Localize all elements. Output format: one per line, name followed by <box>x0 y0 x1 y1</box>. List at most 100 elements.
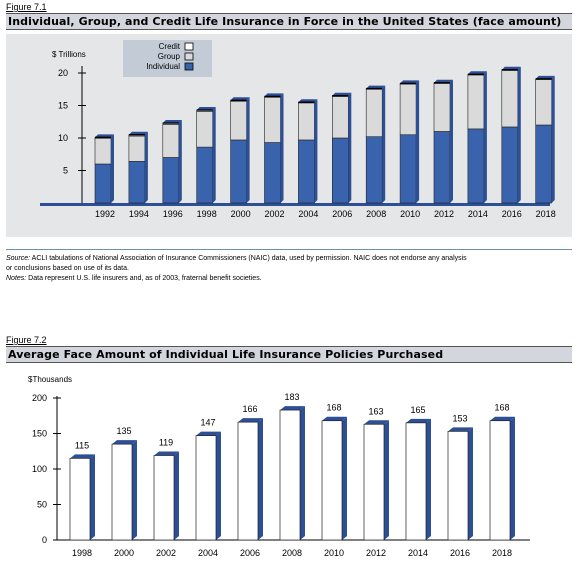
legend-label-group: Group <box>158 52 181 61</box>
x-tick-label: 2010 <box>400 209 420 219</box>
bar <box>69 458 91 541</box>
bar-top <box>322 416 347 421</box>
x-tick-label: 2002 <box>264 209 284 219</box>
bar-side <box>216 431 221 540</box>
figure-title: Average Face Amount of Individual Life I… <box>8 348 444 361</box>
x-tick-label: 2018 <box>492 548 512 558</box>
x-tick-label: 2016 <box>502 209 522 219</box>
bar-side <box>144 131 148 203</box>
legend-swatch-group <box>184 52 194 61</box>
bar-side <box>174 451 179 540</box>
notes-label: Notes: <box>6 275 27 282</box>
bar-top <box>128 131 148 135</box>
x-tick-label: 2010 <box>324 548 344 558</box>
bar-top <box>154 451 179 456</box>
x-tick-label: 1996 <box>163 209 183 219</box>
bar-top <box>448 427 473 432</box>
bar-top <box>280 406 305 411</box>
bar-side <box>416 80 420 203</box>
y-axis-unit: $ Trillions <box>52 50 86 59</box>
data-label: 166 <box>242 404 257 414</box>
bar <box>153 455 175 541</box>
y-tick-label: 200 <box>32 393 47 403</box>
bar-top <box>298 99 318 103</box>
bar <box>321 420 343 541</box>
bar-top <box>434 79 453 83</box>
bar-top <box>535 75 555 79</box>
x-tick-label: 2008 <box>366 209 386 219</box>
bar-top <box>162 120 182 124</box>
bar-side <box>468 427 473 540</box>
bar-side <box>426 418 431 540</box>
x-tick-label: 2008 <box>282 548 302 558</box>
y-tick-label: 100 <box>32 464 47 474</box>
bar-top <box>112 440 137 445</box>
bar-top <box>332 92 352 96</box>
source-label: Source: <box>6 255 31 262</box>
data-label: 147 <box>200 418 215 428</box>
bar-top <box>490 416 515 421</box>
y-tick-label: 20 <box>58 68 68 78</box>
bar-side <box>348 92 352 203</box>
bar <box>405 422 427 541</box>
bar <box>195 435 217 541</box>
bar-top <box>467 71 487 75</box>
bar-side <box>246 97 250 203</box>
bar-top <box>400 80 420 84</box>
source-text: ACLI tabulations of National Association… <box>30 255 467 262</box>
bar-side <box>384 420 389 540</box>
bar <box>363 423 385 541</box>
x-tick-label: 2012 <box>366 548 386 558</box>
legend-label-individual: Individual <box>146 62 180 71</box>
figure-title-bar: Average Face Amount of Individual Life I… <box>6 346 572 363</box>
bar-side <box>551 75 555 203</box>
data-label: 165 <box>410 405 425 415</box>
x-tick-label: 2014 <box>468 209 488 219</box>
bar-side <box>342 416 347 540</box>
x-tick-label: 2000 <box>114 548 134 558</box>
data-label: 135 <box>116 426 131 436</box>
x-tick-label: 1992 <box>95 209 115 219</box>
x-tick-label: 1998 <box>197 209 217 219</box>
data-label: 168 <box>494 403 509 413</box>
bar-side <box>178 120 182 203</box>
x-tick-label: 2004 <box>298 209 318 219</box>
bar-side <box>258 418 263 540</box>
source-text-continued: or conclusions based on use of its data. <box>6 265 129 272</box>
bar <box>447 431 469 541</box>
x-tick-label: 2006 <box>240 548 260 558</box>
legend-box <box>123 40 212 77</box>
data-label: 163 <box>368 406 383 416</box>
bar <box>489 420 511 541</box>
bar-top <box>196 107 216 111</box>
y-axis-unit: $Thousands <box>28 375 73 384</box>
bar-side <box>212 107 216 203</box>
bar-side <box>90 454 95 540</box>
bar-top <box>238 418 263 423</box>
bar-side <box>111 134 114 203</box>
bar <box>111 443 133 541</box>
y-tick-label: 10 <box>58 133 68 143</box>
data-label: 153 <box>452 413 467 423</box>
x-tick-label: 2016 <box>450 548 470 558</box>
x-tick-label: 2004 <box>198 548 218 558</box>
chart-floor <box>40 203 550 206</box>
bar-top <box>230 97 250 101</box>
figure-title-bar: Individual, Group, and Credit Life Insur… <box>6 13 572 30</box>
data-label: 119 <box>159 438 173 448</box>
notes-text: Data represent U.S. life insurers and, a… <box>26 275 262 282</box>
y-tick-label: 5 <box>63 166 68 176</box>
source-note: Source: ACLI tabulations of National Ass… <box>6 254 572 284</box>
bar-side <box>300 406 305 540</box>
x-tick-label: 1998 <box>72 548 92 558</box>
bar-side <box>450 79 453 203</box>
bar <box>237 421 259 541</box>
x-tick-label: 1994 <box>129 209 149 219</box>
bar-top <box>406 418 431 423</box>
y-tick-label: 15 <box>58 101 68 111</box>
figure-title: Individual, Group, and Credit Life Insur… <box>8 15 562 28</box>
x-tick-label: 2012 <box>434 209 454 219</box>
divider-line <box>6 249 572 250</box>
y-tick-label: 150 <box>32 429 47 439</box>
